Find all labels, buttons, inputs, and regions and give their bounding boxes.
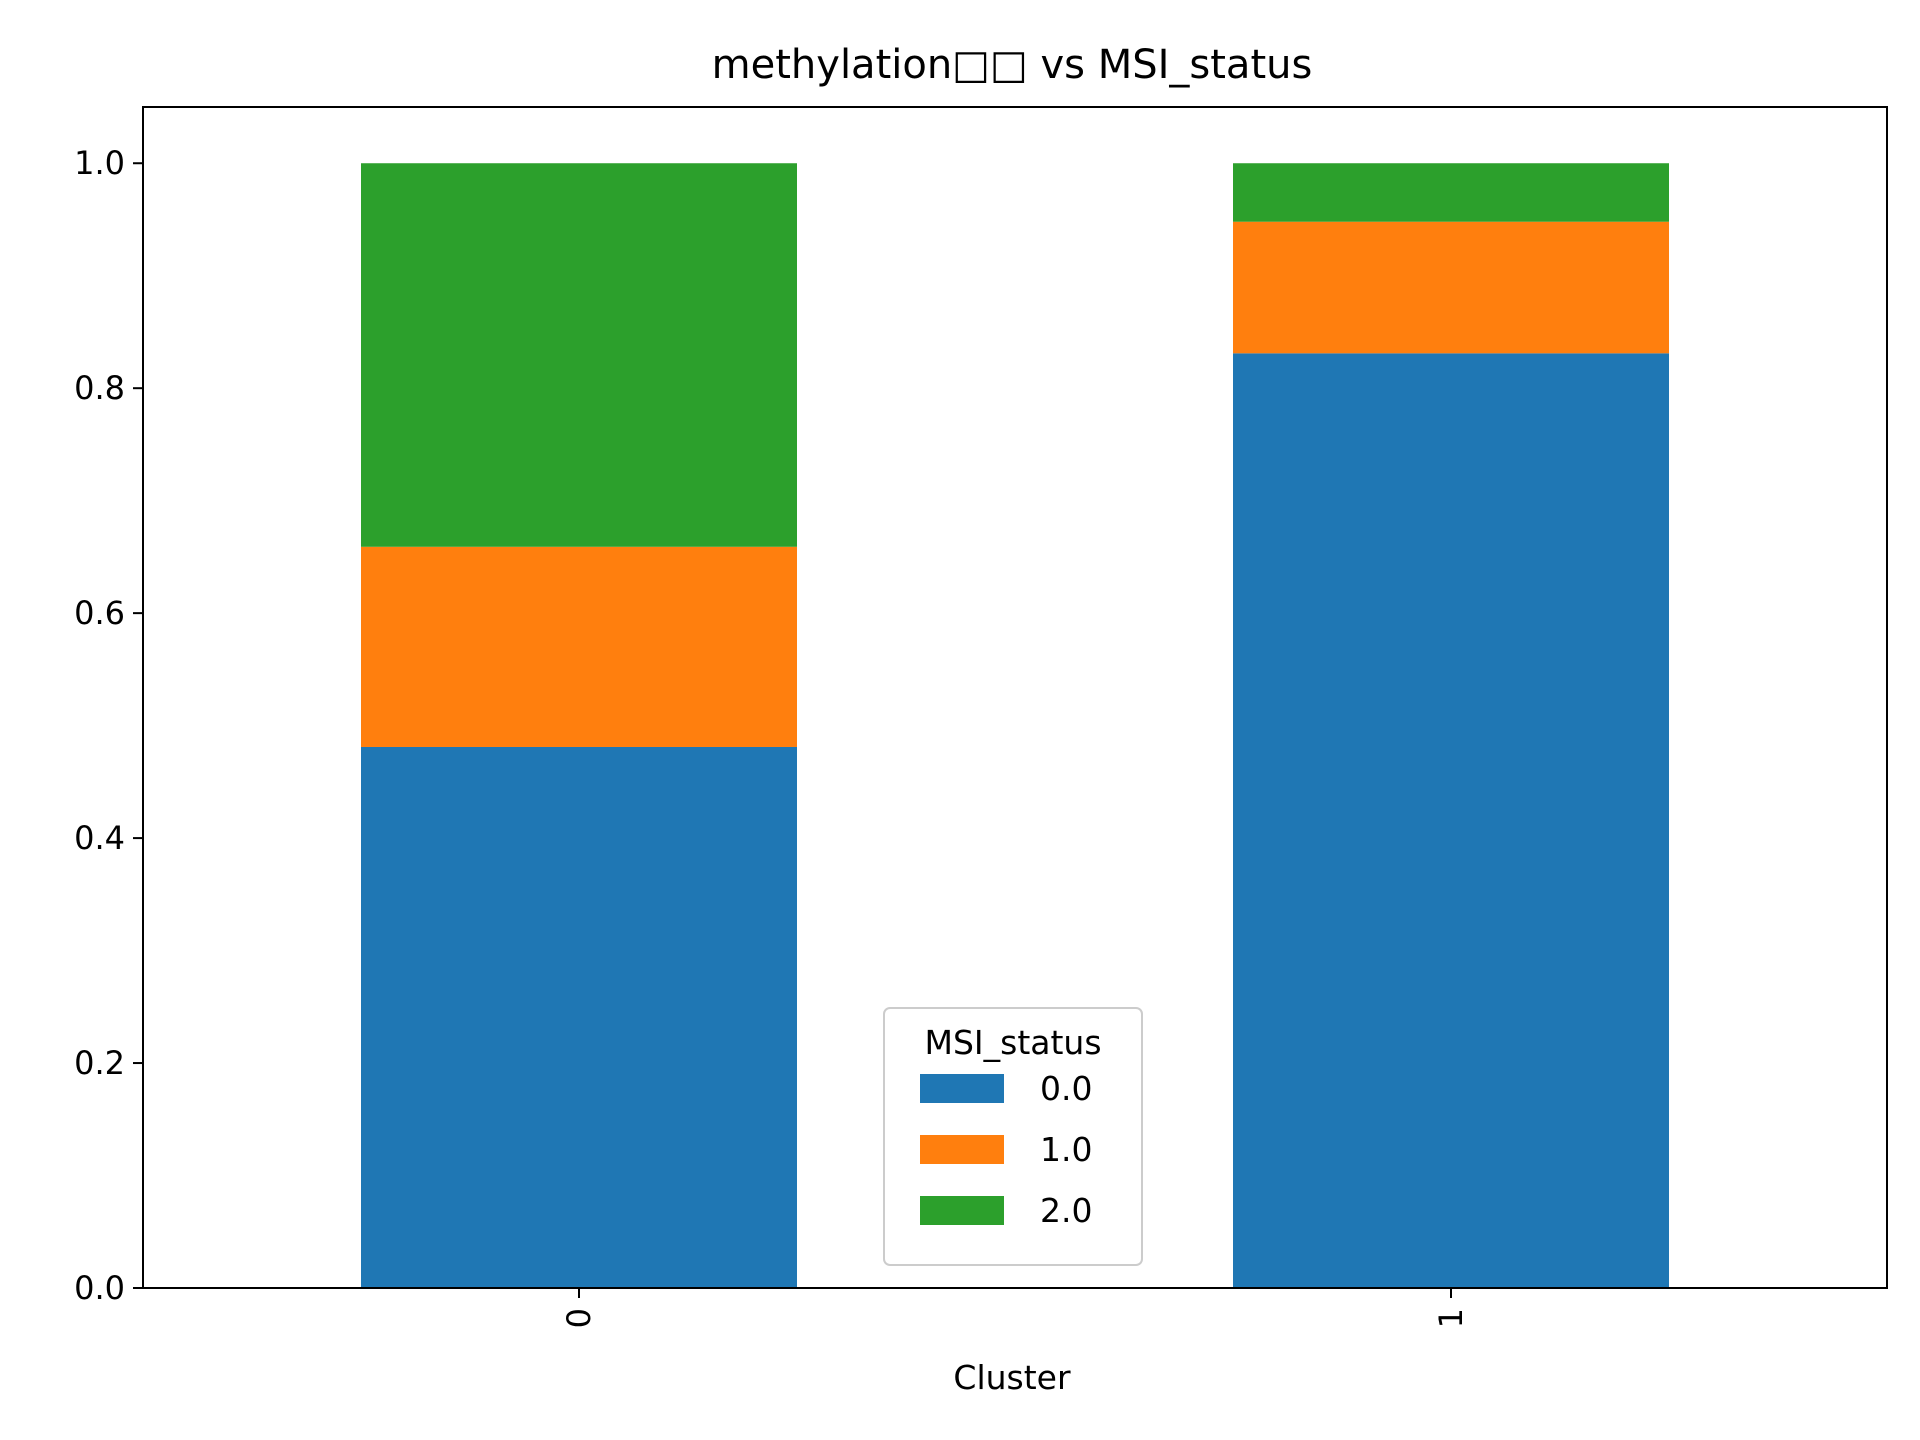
legend-swatch-0.0 xyxy=(920,1074,1004,1103)
bar-cluster-0-series-1.0 xyxy=(361,546,797,747)
bar-cluster-1-series-1.0 xyxy=(1233,221,1669,354)
x-tick-label: 1 xyxy=(1432,1308,1470,1328)
y-axis: 0.0 0.2 0.4 0.6 0.8 1.0 xyxy=(74,144,143,1307)
y-tick-label: 0.4 xyxy=(74,819,125,857)
legend-swatch-1.0 xyxy=(920,1135,1004,1164)
y-tick-label: 0.2 xyxy=(74,1044,125,1082)
plot-frame xyxy=(142,106,1888,1289)
y-tick-label: 0.8 xyxy=(74,369,125,407)
x-axis-label: Cluster xyxy=(953,1358,1071,1397)
legend-label-2.0: 2.0 xyxy=(1040,1191,1092,1230)
x-tick-label: 0 xyxy=(560,1308,598,1328)
bar-cluster-1-series-2.0 xyxy=(1233,163,1669,222)
bar-cluster-0-series-0.0 xyxy=(361,746,797,1288)
y-tick-label: 0.0 xyxy=(74,1269,125,1307)
legend-label-1.0: 1.0 xyxy=(1040,1130,1092,1169)
y-tick-label: 1.0 xyxy=(74,144,125,182)
bar-cluster-0-series-2.0 xyxy=(361,163,797,547)
legend-title: MSI_status xyxy=(924,1023,1101,1062)
legend-swatch-2.0 xyxy=(920,1196,1004,1225)
chart-title: methylation□□ vs MSI_status xyxy=(712,42,1313,88)
legend-label-0.0: 0.0 xyxy=(1040,1069,1092,1108)
bar-cluster-1-series-0.0 xyxy=(1233,353,1669,1288)
y-tick-label: 0.6 xyxy=(74,594,125,632)
legend: MSI_status 0.0 1.0 2.0 xyxy=(883,1007,1143,1266)
bars-group xyxy=(361,163,1669,1288)
